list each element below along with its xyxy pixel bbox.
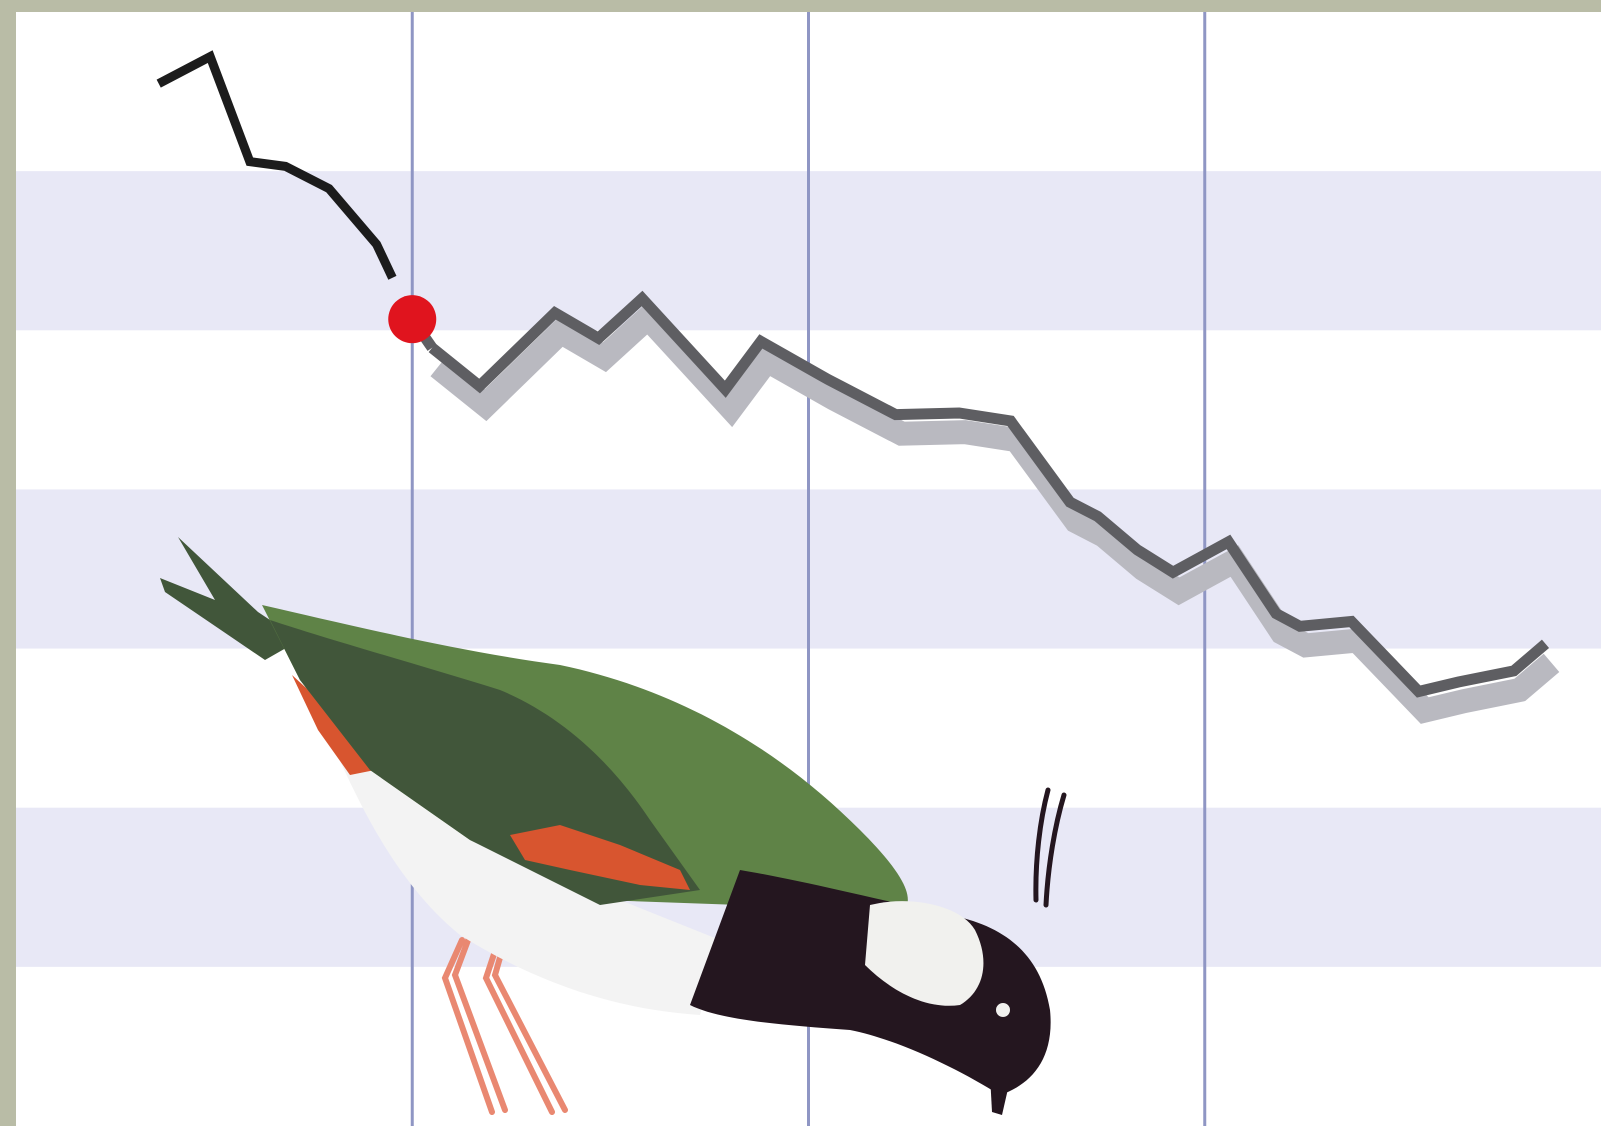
data-markers bbox=[388, 295, 437, 344]
lapwing-eye bbox=[992, 999, 1014, 1021]
series-2-shadow bbox=[430, 300, 1560, 724]
data-series bbox=[156, 50, 1560, 724]
lapwing-cheek bbox=[865, 901, 984, 1006]
lapwing-wing-patch bbox=[510, 825, 690, 890]
series-1-line bbox=[156, 50, 397, 280]
series-2-line bbox=[428, 290, 1550, 698]
marker-point-1 bbox=[388, 295, 437, 344]
lapwing-belly bbox=[305, 680, 720, 1015]
lapwing-bill bbox=[990, 1075, 1010, 1115]
lapwing-leg-left bbox=[441, 932, 508, 1115]
lapwing-illustration bbox=[160, 537, 1067, 1115]
lapwing-tail bbox=[160, 537, 300, 660]
lapwing-crest bbox=[1033, 787, 1067, 908]
lapwing-undertail bbox=[292, 675, 375, 775]
lapwing-wing-scales bbox=[270, 620, 700, 905]
